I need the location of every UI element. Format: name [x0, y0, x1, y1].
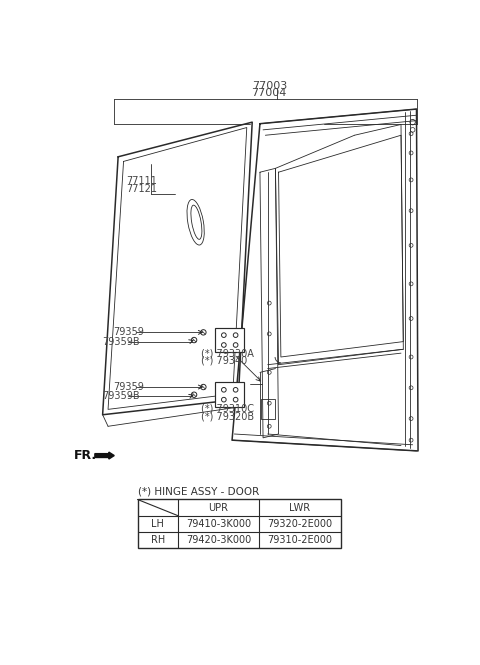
Bar — [261, 400, 275, 418]
Text: 79359B: 79359B — [103, 336, 140, 346]
Text: (*) 79320B: (*) 79320B — [201, 411, 254, 422]
Text: RH: RH — [151, 535, 165, 545]
Text: 79420-3K000: 79420-3K000 — [186, 535, 251, 545]
FancyArrow shape — [95, 452, 114, 459]
Text: 79320-2E000: 79320-2E000 — [267, 519, 333, 529]
Text: LWR: LWR — [289, 503, 311, 513]
Text: (*) 79330A: (*) 79330A — [201, 348, 254, 358]
Text: 77003: 77003 — [252, 81, 287, 91]
Text: FR.: FR. — [74, 449, 97, 462]
Text: (*) 79310C: (*) 79310C — [201, 404, 254, 414]
Text: 77121: 77121 — [126, 184, 157, 194]
Text: 79310-2E000: 79310-2E000 — [267, 535, 332, 545]
Text: 77111: 77111 — [126, 176, 157, 186]
Bar — [137, 499, 340, 548]
Text: 79410-3K000: 79410-3K000 — [186, 519, 251, 529]
Text: (*) HINGE ASSY - DOOR: (*) HINGE ASSY - DOOR — [137, 487, 259, 497]
Text: 79359: 79359 — [113, 382, 144, 392]
Bar — [215, 328, 244, 352]
Text: UPR: UPR — [208, 503, 228, 513]
Text: (*) 79340: (*) 79340 — [201, 356, 247, 366]
Bar — [215, 382, 244, 407]
Text: 77004: 77004 — [252, 88, 287, 98]
Text: LH: LH — [151, 519, 164, 529]
Text: 79359: 79359 — [113, 327, 144, 337]
Text: 79359B: 79359B — [103, 391, 140, 401]
